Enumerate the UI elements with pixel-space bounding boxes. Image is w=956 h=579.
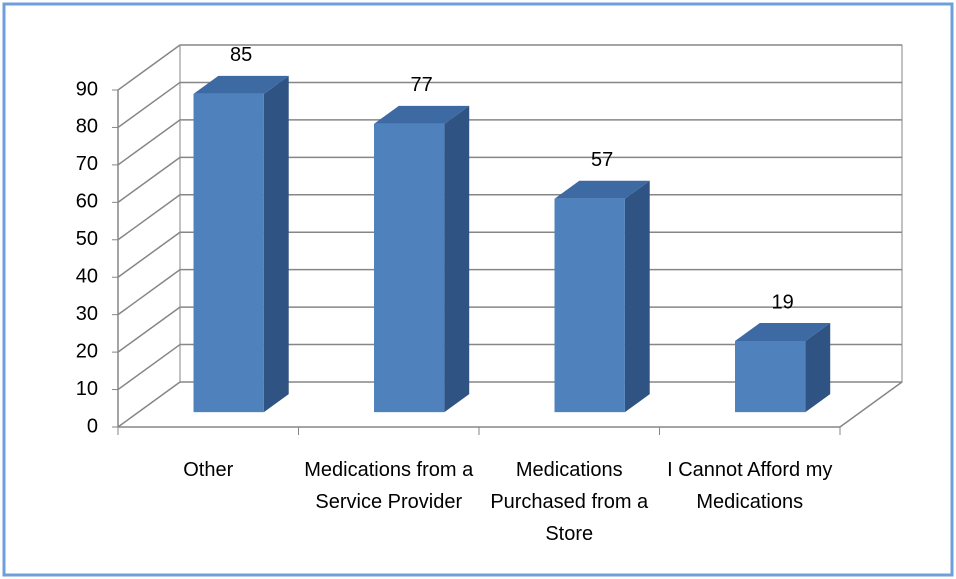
grid-line xyxy=(117,381,181,428)
x-tick-label: I Cannot Afford my Medications xyxy=(667,459,833,513)
y-tick-label: 60 xyxy=(76,191,98,213)
data-label: 19 xyxy=(771,291,793,313)
y-tick-label: 30 xyxy=(76,303,98,325)
grid-line xyxy=(117,343,181,391)
grid-line xyxy=(117,306,181,353)
bar-top xyxy=(374,105,470,124)
y-tick-label: 70 xyxy=(76,153,98,175)
grid-line xyxy=(117,269,181,316)
y-tick-label: 10 xyxy=(76,378,98,400)
bar-top xyxy=(735,323,831,342)
y-tick-label: 80 xyxy=(76,116,98,138)
y-tick-label: 40 xyxy=(76,266,98,288)
bar xyxy=(554,198,625,413)
data-label: 85 xyxy=(230,44,252,66)
x-tick-label: Medications Purchased from a Store xyxy=(490,459,649,545)
data-label: 77 xyxy=(410,74,432,96)
floor-edge xyxy=(839,381,903,428)
bar-side xyxy=(805,323,831,413)
bar-side xyxy=(444,105,470,413)
bar-top xyxy=(554,180,650,199)
grid-line xyxy=(117,119,181,166)
y-tick-label: 20 xyxy=(76,340,98,362)
x-tick-label: Medications from a Service Provider xyxy=(304,459,474,513)
bar-side xyxy=(624,180,650,413)
bar-top xyxy=(193,75,289,94)
x-tick-label: Other xyxy=(183,459,234,481)
grid-line xyxy=(117,81,181,129)
y-tick-label: 90 xyxy=(76,78,98,100)
bar-side xyxy=(263,75,289,413)
y-tick-label: 50 xyxy=(76,228,98,250)
data-label: 57 xyxy=(591,149,613,171)
grid-line xyxy=(117,44,181,91)
bar xyxy=(374,123,445,413)
grid-line xyxy=(117,231,181,278)
grid-line xyxy=(117,194,181,241)
y-tick-label: 0 xyxy=(87,415,98,437)
bar xyxy=(193,93,264,413)
grid-line xyxy=(117,156,181,203)
bar xyxy=(735,341,806,413)
